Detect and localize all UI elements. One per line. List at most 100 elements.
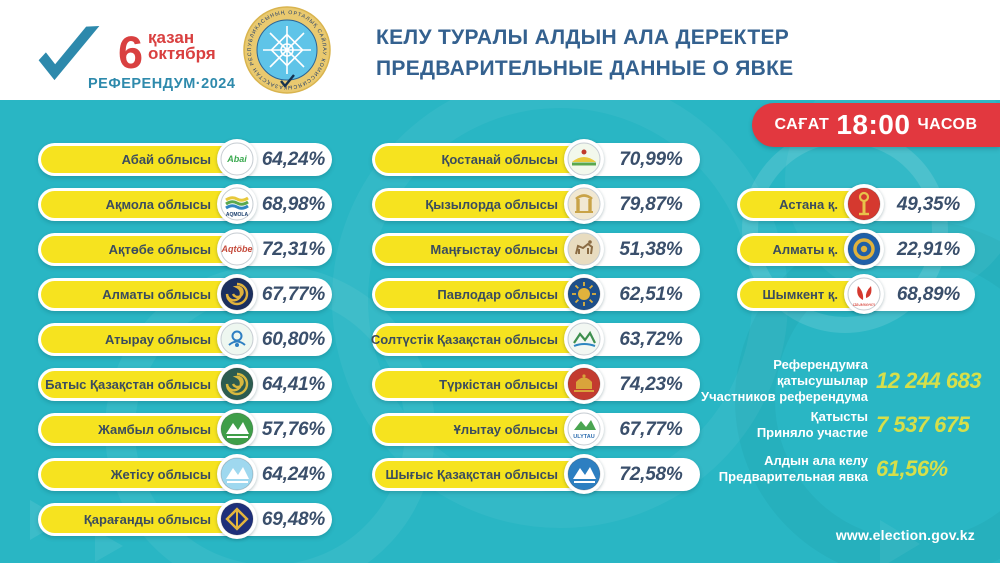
turnout-value: 49,35% (896, 193, 961, 215)
turnout-value: 67,77% (619, 418, 683, 440)
time-badge: САҒАТ 18:00 ЧАСОВ (752, 103, 1000, 147)
region-emblem: Шымкент (844, 274, 884, 314)
turnout-value: 51,38% (619, 238, 683, 260)
region-emblem (217, 409, 257, 449)
region-name: Жамбыл облысы (98, 422, 211, 437)
page-title-line1: КЕЛУ ТУРАЛЫ АЛДЫН АЛА ДЕРЕКТЕР (376, 26, 790, 49)
region-turnout-row: Абай облысы Abai 64,24% (38, 139, 332, 179)
region-emblem-icon (220, 412, 254, 446)
region-label-pill (41, 146, 237, 173)
region-name: Алматы қ. (772, 242, 838, 257)
stat-took-part-labels: Қатысты Приняло участие (698, 409, 868, 441)
logo-event-label: РЕФЕРЕНДУМ·2024 (88, 76, 236, 92)
region-label-pill (375, 281, 584, 308)
region-label-pill (740, 236, 864, 263)
svg-text:Abai: Abai (226, 154, 247, 164)
region-emblem-icon (567, 367, 601, 401)
turnout-value: 72,58% (619, 463, 683, 485)
stat-label-ru: Приняло участие (756, 425, 868, 440)
region-emblem-icon (847, 187, 881, 221)
region-label-pill (41, 326, 237, 353)
stat-took-part-value: 7 537 675 (876, 412, 970, 437)
turnout-value: 79,87% (619, 193, 683, 215)
region-name: Шығыс Қазақстан облысы (385, 467, 558, 482)
region-emblem-icon (567, 457, 601, 491)
region-turnout-row: Ақтөбе облысы Aqtöbe 72,31% (38, 229, 332, 269)
referendum-logo: 6 қазан октября РЕФЕРЕНДУМ·2024 (36, 6, 236, 96)
region-emblem-icon (220, 277, 254, 311)
turnout-value: 22,91% (896, 238, 961, 260)
turnout-value: 68,98% (261, 193, 326, 215)
region-label-pill (41, 236, 237, 263)
region-emblem: AQMOLA (217, 184, 257, 224)
region-name: Солтүстік Қазақстан облысы (370, 332, 558, 347)
turnout-value: 64,24% (261, 463, 326, 485)
stat-preliminary-turnout-value: 61,56% (876, 456, 948, 481)
region-emblem (564, 274, 604, 314)
region-name: Батыс Қазақстан облысы (45, 377, 211, 392)
turnout-value: 67,77% (261, 283, 326, 305)
turnout-value: 68,89% (896, 283, 961, 305)
region-turnout-row: Батыс Қазақстан облысы 64,41% (38, 364, 332, 404)
region-name: Атырау облысы (104, 332, 211, 347)
region-turnout-row: Алматы облысы 67,77% (38, 274, 332, 314)
svg-text:ULYTAU: ULYTAU (573, 434, 594, 440)
region-emblem (564, 229, 604, 269)
svg-text:Шымкент: Шымкент (853, 302, 875, 307)
region-emblem (564, 454, 604, 494)
region-turnout-row: Қарағанды облысы 69,48% (38, 499, 332, 539)
stat-participants: Референдумға қатысушылар Участников рефе… (698, 357, 982, 404)
turnout-value: 63,72% (619, 328, 683, 350)
logo-day: 6 (118, 27, 144, 78)
logo-months: қазан октября (148, 29, 216, 62)
region-emblem-icon: Aqtöbe (220, 232, 254, 266)
stat-label-ru: Участников референдума (701, 389, 868, 404)
region-emblem (564, 184, 604, 224)
region-name: Ұлытау облысы (453, 422, 558, 437)
region-label-pill (375, 236, 584, 263)
region-emblem: Aqtöbe (217, 229, 257, 269)
region-turnout-row: Солтүстік Қазақстан облысы 63,72% (370, 319, 700, 359)
region-emblem-icon (220, 502, 254, 536)
turnout-value: 69,48% (261, 508, 326, 530)
region-emblem (217, 274, 257, 314)
region-label-pill (41, 371, 237, 398)
stat-took-part: Қатысты Приняло участие 7 537 675 (698, 404, 980, 446)
region-turnout-row: Қызылорда облысы 79,87% (372, 184, 700, 224)
region-emblem-icon (567, 142, 601, 176)
turnout-value: 62,51% (619, 283, 683, 305)
region-turnout-row: Ұлытау облысы ULYTAU 67,77% (372, 409, 700, 449)
region-emblem-icon: Abai (220, 142, 254, 176)
svg-text:AQMOLA: AQMOLA (226, 212, 249, 218)
stat-participants-value: 12 244 683 (876, 368, 982, 393)
region-name: Павлодар облысы (437, 287, 558, 302)
region-turnout-row: Павлодар облысы 62,51% (372, 274, 700, 314)
region-name: Қызылорда облысы (425, 197, 558, 212)
region-emblem: Abai (217, 139, 257, 179)
city-turnout-row: Алматы қ. 22,91% (737, 229, 975, 269)
checkmark-icon (38, 25, 100, 81)
region-emblem (564, 364, 604, 404)
stat-preliminary-turnout: Алдын ала келу Предварительная явка 61,5… (698, 448, 980, 490)
stat-preliminary-turnout-labels: Алдын ала келу Предварительная явка (698, 453, 868, 485)
city-turnout-row: Шымкент қ. Шымкент 68,89% (737, 274, 975, 314)
region-emblem-icon (567, 277, 601, 311)
region-emblem-icon: Шымкент (847, 277, 881, 311)
region-emblem (217, 319, 257, 359)
region-label-pill (41, 191, 237, 218)
region-emblem (217, 364, 257, 404)
region-label-pill (375, 371, 584, 398)
region-name: Ақмола облысы (105, 197, 211, 212)
region-turnout-row: Қостанай облысы 70,99% (372, 139, 700, 179)
turnout-value: 74,23% (619, 373, 683, 395)
time-badge-prefix: САҒАТ (774, 116, 830, 133)
website-link[interactable]: www.election.gov.kz (835, 527, 975, 543)
page-title-line2: ПРЕДВАРИТЕЛЬНЫЕ ДАННЫЕ О ЯВКЕ (376, 57, 794, 80)
region-emblem (844, 184, 884, 224)
region-label-pill (41, 506, 237, 533)
header-band: 6 қазан октября РЕФЕРЕНДУМ·2024 ҚАЗАҚСТА… (0, 0, 1000, 100)
stat-label-kk: Қатысты (810, 409, 868, 424)
region-name: Қарағанды облысы (83, 512, 211, 527)
turnout-value: 60,80% (261, 328, 326, 350)
region-label-pill (375, 326, 584, 353)
